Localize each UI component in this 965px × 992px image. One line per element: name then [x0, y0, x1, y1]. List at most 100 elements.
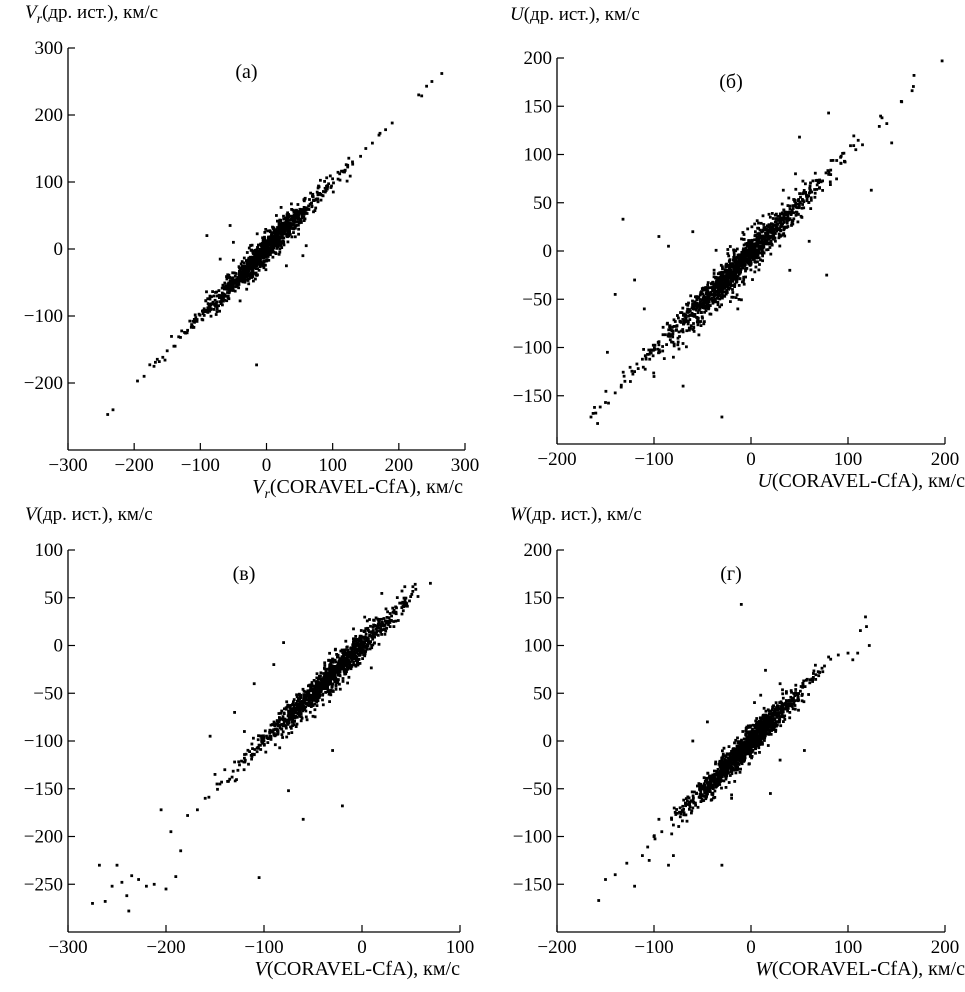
scatter-point [261, 256, 265, 259]
scatter-point [284, 726, 288, 730]
scatter-point [369, 666, 373, 670]
scatter-point [745, 257, 749, 261]
scatter-point [111, 408, 115, 412]
scatter-point [754, 265, 758, 269]
scatter-point [685, 302, 688, 306]
scatter-point [753, 256, 757, 260]
scatter-point [768, 227, 772, 231]
scatter-point [255, 274, 259, 277]
scatter-point [703, 306, 707, 310]
scatter-point [684, 313, 688, 317]
scatter-point [777, 704, 780, 708]
scatter-point [879, 114, 882, 118]
scatter-point [250, 742, 254, 746]
scatter-point [761, 723, 764, 727]
scatter-point [267, 258, 271, 262]
scatter-point [358, 634, 362, 638]
scatter-point [359, 640, 362, 644]
scatter-point [782, 218, 785, 222]
scatter-point [308, 710, 312, 714]
scatter-point [277, 241, 281, 245]
scatter-point [328, 676, 331, 680]
scatter-point [656, 347, 660, 351]
scatter-point [720, 288, 724, 292]
scatter-point [767, 237, 770, 241]
scatter-point [776, 706, 779, 710]
scatter-point [392, 625, 396, 628]
scatter-point [693, 300, 697, 304]
scatter-point [755, 722, 758, 726]
scatter-point [359, 629, 363, 632]
scatter-point [801, 203, 804, 206]
scatter-point [289, 707, 292, 711]
scatter-point [797, 206, 801, 210]
scatter-point [706, 301, 710, 305]
scatter-point [275, 232, 278, 236]
scatter-point [709, 290, 713, 294]
scatter-point [780, 202, 784, 206]
scatter-point [755, 717, 759, 720]
scatter-point [352, 647, 355, 650]
scatter-point [742, 275, 746, 279]
scatter-point [278, 235, 282, 239]
scatter-point [334, 678, 337, 682]
scatter-point [273, 743, 277, 747]
scatter-point [331, 749, 334, 752]
scatter-point [366, 643, 370, 647]
scatter-point [249, 258, 252, 261]
scatter-point [667, 328, 671, 332]
scatter-point [379, 624, 383, 628]
y-tick-label: −50 [522, 779, 552, 800]
scatter-point [630, 369, 634, 373]
scatter-point [316, 686, 320, 689]
scatter-point [670, 832, 674, 836]
scatter-point [773, 711, 776, 715]
scatter-point [232, 258, 235, 262]
scatter-point [729, 262, 732, 266]
y-tick-label: 100 [524, 145, 553, 166]
y-tick-label: −250 [24, 874, 63, 895]
scatter-point [264, 249, 268, 253]
scatter-point [323, 664, 327, 667]
scatter-point [686, 322, 690, 326]
scatter-point [704, 309, 708, 313]
scatter-point [713, 773, 716, 776]
scatter-point [367, 640, 370, 644]
scatter-point [786, 699, 790, 703]
scatter-point [758, 719, 761, 723]
scatter-point [771, 217, 775, 220]
scatter-point [270, 244, 274, 248]
scatter-point [738, 271, 742, 275]
scatter-point [249, 261, 253, 265]
scatter-point [748, 250, 752, 253]
scatter-point [713, 769, 716, 773]
scatter-point [384, 128, 387, 132]
scatter-point [729, 276, 733, 280]
scatter-point [736, 253, 740, 257]
scatter-point [152, 882, 156, 886]
scatter-point [732, 275, 735, 279]
x-tick-label: −200 [115, 455, 154, 476]
scatter-point [731, 295, 735, 299]
scatter-point [706, 283, 710, 287]
scatter-point [713, 288, 716, 292]
scatter-point [720, 779, 724, 782]
scatter-point [209, 307, 213, 311]
scatter-point [746, 746, 749, 750]
scatter-point [214, 291, 217, 294]
scatter-point [226, 294, 230, 298]
scatter-point [701, 292, 705, 296]
scatter-point [743, 738, 747, 741]
scatter-point [301, 817, 305, 821]
scatter-point [317, 696, 321, 699]
scatter-point [726, 265, 730, 268]
scatter-point [665, 343, 668, 346]
x-tick-label: −100 [634, 937, 673, 958]
scatter-point [276, 219, 279, 223]
scatter-point [361, 657, 364, 660]
scatter-point [238, 763, 241, 767]
scatter-point [813, 188, 816, 191]
scatter-point [759, 221, 763, 225]
scatter-point [757, 240, 761, 244]
scatter-point [213, 303, 217, 307]
